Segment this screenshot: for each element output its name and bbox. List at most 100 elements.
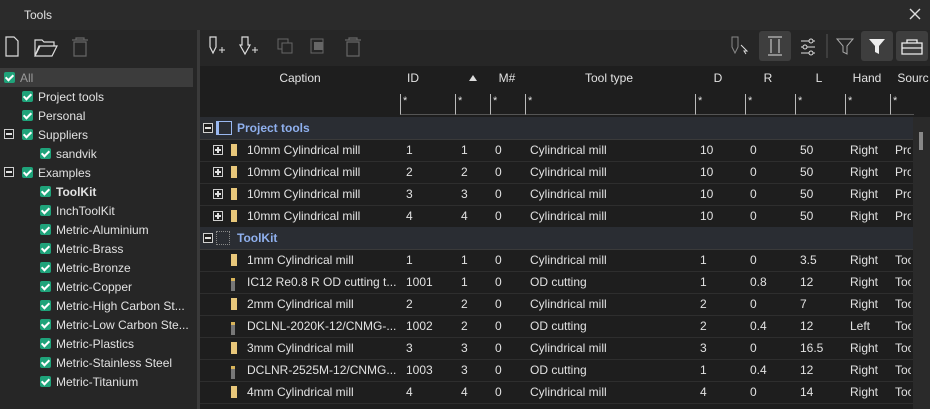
column-header[interactable]: M#	[498, 71, 516, 85]
tree-item[interactable]: sandvik	[0, 144, 193, 163]
tree-item[interactable]: Metric-Brass	[0, 239, 193, 258]
group-row[interactable]: Project tools	[200, 117, 913, 140]
column-header[interactable]: Hand	[852, 71, 882, 85]
column-button[interactable]	[768, 36, 782, 56]
tree-checkbox[interactable]	[40, 224, 51, 235]
cell: Right	[850, 253, 879, 267]
tree-checkbox[interactable]	[40, 281, 51, 292]
tool-row[interactable]: 2mm Cylindrical mill 2 2 0 Cylindrical mill 2…	[200, 293, 913, 316]
filter-cell[interactable]: *	[400, 94, 456, 115]
add-holder-button[interactable]	[238, 36, 258, 56]
column-header[interactable]: L	[815, 71, 823, 85]
row-expander[interactable]	[213, 145, 223, 155]
row-expander[interactable]	[213, 167, 223, 177]
tree-item[interactable]: Metric-High Carbon St...	[0, 296, 193, 315]
tree-item[interactable]: Examples	[0, 163, 193, 182]
row-expander[interactable]	[213, 211, 223, 221]
column-header[interactable]: Tool type	[584, 71, 634, 85]
tree-item[interactable]: Metric-Low Carbon Ste...	[0, 315, 193, 334]
tree-item[interactable]: Metric-Bronze	[0, 258, 193, 277]
cell: Right	[850, 363, 879, 377]
group-expander[interactable]	[203, 123, 213, 133]
settings-button[interactable]	[801, 38, 815, 56]
tree-expander[interactable]	[4, 167, 14, 177]
tree-expander[interactable]	[4, 129, 14, 139]
tree-item[interactable]: InchToolKit	[0, 201, 193, 220]
tree-item[interactable]: Metric-Copper	[0, 277, 193, 296]
delete-tool-button[interactable]	[345, 37, 361, 57]
tree-checkbox[interactable]	[40, 243, 51, 254]
column-header[interactable]: D	[713, 71, 723, 85]
splitter[interactable]	[197, 30, 200, 409]
tree-item[interactable]: Personal	[0, 106, 193, 125]
tree-checkbox[interactable]	[40, 205, 51, 216]
tool-row[interactable]: IC12 Re0.8 R OD cutting t... 1001 1 0 OD cut…	[200, 271, 913, 294]
tree-item[interactable]: Project tools	[0, 87, 193, 106]
tool-row[interactable]: 4mm Cylindrical mill 4 4 0 Cylindrical mill 4…	[200, 381, 913, 404]
paste-button[interactable]	[310, 38, 324, 54]
scrollbar-thumb[interactable]	[919, 132, 923, 150]
new-button[interactable]	[5, 36, 19, 57]
tool-row[interactable]: 10mm Cylindrical mill 1 1 0 Cylindrical mill…	[200, 139, 913, 162]
add-tool-button[interactable]	[209, 36, 225, 55]
column-header[interactable]: Sourc	[897, 71, 929, 85]
cell: Cylindrical mill	[530, 385, 607, 399]
tree-checkbox[interactable]	[40, 148, 51, 159]
group-expander[interactable]	[203, 233, 213, 243]
tree-item[interactable]: Suppliers	[0, 125, 193, 144]
filter-cell[interactable]: *	[745, 94, 796, 115]
toggle-selected[interactable]	[759, 31, 791, 61]
tree-checkbox[interactable]	[22, 167, 33, 178]
tree-checkbox[interactable]	[22, 110, 33, 121]
row-expander[interactable]	[213, 189, 223, 199]
tree-item[interactable]: Metric-Stainless Steel	[0, 353, 193, 372]
open-button[interactable]	[34, 39, 58, 57]
filter-cell[interactable]: *	[490, 94, 526, 115]
tree-checkbox[interactable]	[22, 91, 33, 102]
cell: 2	[700, 319, 707, 333]
tree-checkbox[interactable]	[40, 319, 51, 330]
select-button[interactable]	[731, 36, 749, 55]
column-header[interactable]: R	[763, 71, 773, 85]
cell: 1001	[406, 275, 433, 289]
tree-checkbox[interactable]	[40, 357, 51, 368]
toolbox-button[interactable]	[896, 31, 928, 61]
cell: Right	[850, 275, 879, 289]
tree-checkbox[interactable]	[4, 72, 15, 83]
tree-item[interactable]: Metric-Aluminium	[0, 220, 193, 239]
tree-item[interactable]: Metric-Plastics	[0, 334, 193, 353]
delete-button[interactable]	[72, 37, 88, 57]
filter-cell[interactable]: *	[695, 94, 746, 115]
filter-cell[interactable]: *	[795, 94, 846, 115]
cell: OD cutting	[530, 319, 587, 333]
tree-checkbox[interactable]	[40, 376, 51, 387]
tool-row[interactable]: DCLNR-2525M-12/CNMG... 1003 3 0 OD cutting 1 0…	[200, 359, 913, 382]
tool-row[interactable]: 10mm Cylindrical mill 2 2 0 Cylindrical mill…	[200, 161, 913, 184]
tool-row[interactable]: DCLNL-2020K-12/CNMG-... 1002 2 0 OD cutting 2…	[200, 315, 913, 338]
column-header[interactable]: ID	[407, 71, 419, 85]
filter-cell[interactable]: *	[525, 94, 696, 115]
group-row[interactable]: ToolKit	[200, 227, 913, 250]
tree-item[interactable]: All	[0, 68, 193, 87]
column-header[interactable]: Caption	[279, 71, 321, 85]
filter-cell[interactable]: *	[845, 94, 891, 115]
tool-row[interactable]: 10mm Cylindrical mill 3 3 0 Cylindrical mill…	[200, 183, 913, 206]
tool-row[interactable]: 10mm Cylindrical mill 4 4 0 Cylindrical mill…	[200, 205, 913, 228]
filter-cell[interactable]: *	[455, 94, 491, 115]
tree-checkbox[interactable]	[22, 129, 33, 140]
tree-item[interactable]: ToolKit	[0, 182, 193, 201]
close-button[interactable]	[909, 8, 921, 20]
copy-button[interactable]	[277, 38, 293, 54]
tree-checkbox[interactable]	[40, 300, 51, 311]
tree-checkbox[interactable]	[40, 338, 51, 349]
filter-cell[interactable]: *	[890, 94, 914, 115]
cell: 10	[700, 143, 714, 157]
filter-button[interactable]	[835, 38, 855, 55]
tool-row[interactable]: 3mm Cylindrical mill 3 3 0 Cylindrical mill 3…	[200, 337, 913, 360]
cell: 10	[700, 187, 714, 201]
tree-item[interactable]: Metric-Titanium	[0, 372, 193, 391]
tool-row[interactable]: 1mm Cylindrical mill 1 1 0 Cylindrical mill 1…	[200, 249, 913, 272]
tree-checkbox[interactable]	[40, 262, 51, 273]
cell: 10	[700, 209, 714, 223]
tree-checkbox[interactable]	[40, 186, 51, 197]
